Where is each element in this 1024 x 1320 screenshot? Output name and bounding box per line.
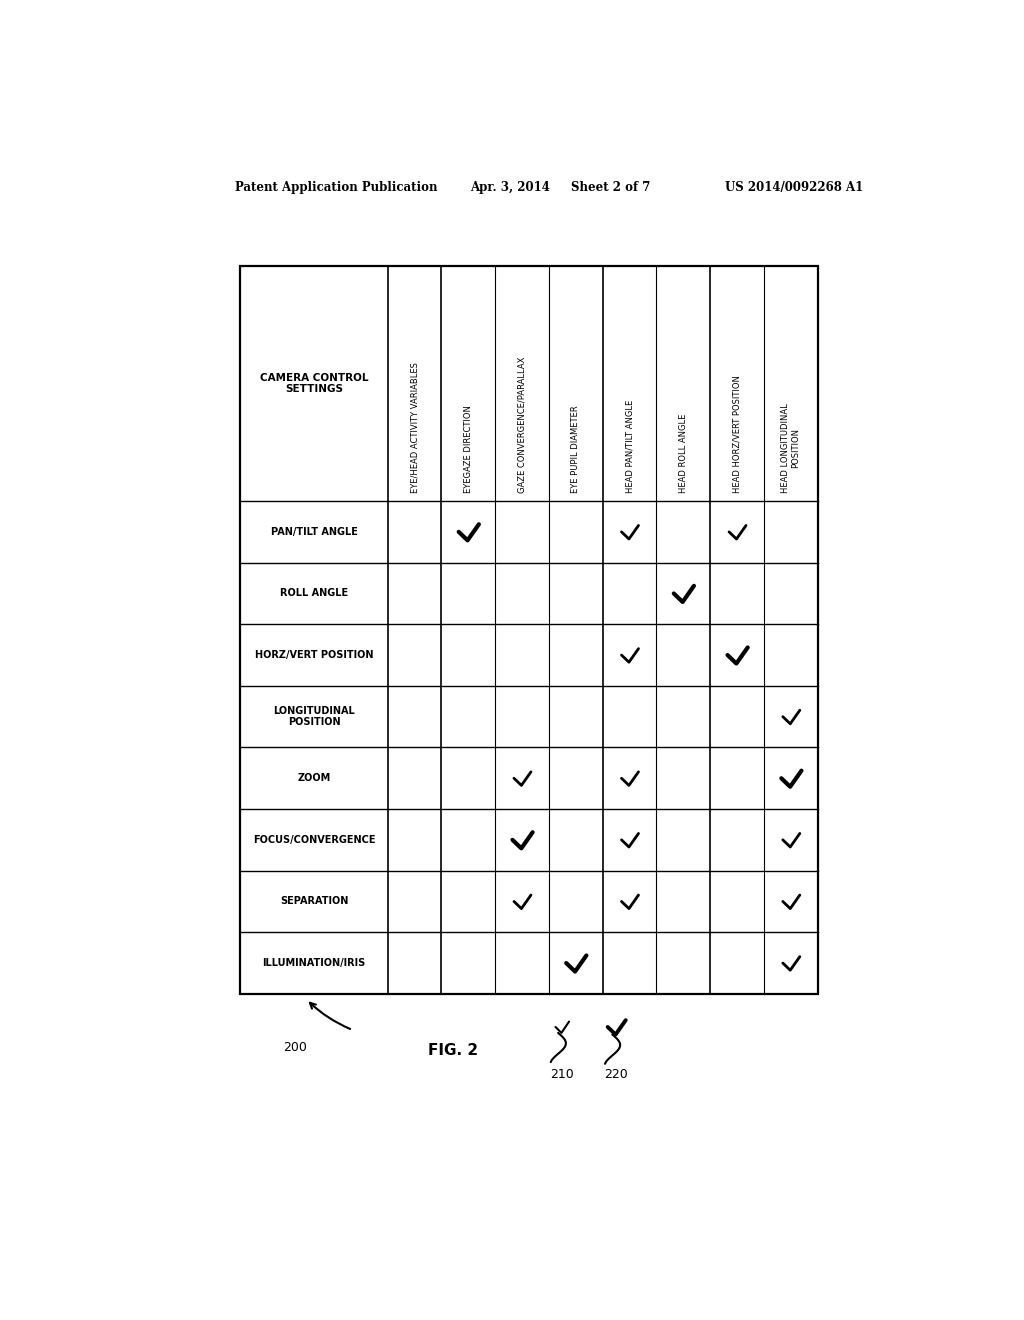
Text: PAN/TILT ANGLE: PAN/TILT ANGLE bbox=[270, 527, 357, 537]
Text: HEAD HORZ/VERT POSITION: HEAD HORZ/VERT POSITION bbox=[732, 375, 741, 494]
Text: GAZE CONVERGENCE/PARALLAX: GAZE CONVERGENCE/PARALLAX bbox=[517, 356, 526, 494]
Text: EYE PUPIL DIAMETER: EYE PUPIL DIAMETER bbox=[571, 405, 581, 494]
Text: Patent Application Publication: Patent Application Publication bbox=[234, 181, 437, 194]
Text: EYEGAZE DIRECTION: EYEGAZE DIRECTION bbox=[464, 405, 473, 494]
Text: ROLL ANGLE: ROLL ANGLE bbox=[280, 589, 348, 598]
Text: CAMERA CONTROL
SETTINGS: CAMERA CONTROL SETTINGS bbox=[260, 372, 369, 395]
Text: ZOOM: ZOOM bbox=[297, 774, 331, 783]
Text: 200: 200 bbox=[283, 1041, 306, 1055]
Text: SEPARATION: SEPARATION bbox=[280, 896, 348, 907]
Text: HEAD PAN/TILT ANGLE: HEAD PAN/TILT ANGLE bbox=[625, 400, 634, 494]
Text: Apr. 3, 2014: Apr. 3, 2014 bbox=[471, 181, 551, 194]
Text: 220: 220 bbox=[604, 1068, 628, 1081]
Text: LONGITUDINAL
POSITION: LONGITUDINAL POSITION bbox=[273, 706, 355, 727]
Text: US 2014/0092268 A1: US 2014/0092268 A1 bbox=[725, 181, 863, 194]
Bar bbox=[241, 267, 818, 994]
Text: FIG. 2: FIG. 2 bbox=[428, 1043, 478, 1057]
Text: HORZ/VERT POSITION: HORZ/VERT POSITION bbox=[255, 649, 374, 660]
Text: Sheet 2 of 7: Sheet 2 of 7 bbox=[571, 181, 650, 194]
Text: HEAD ROLL ANGLE: HEAD ROLL ANGLE bbox=[679, 414, 688, 494]
Text: ILLUMINATION/IRIS: ILLUMINATION/IRIS bbox=[262, 958, 366, 968]
Text: EYE/HEAD ACTIVITY VARIABLES: EYE/HEAD ACTIVITY VARIABLES bbox=[410, 363, 419, 494]
Text: 210: 210 bbox=[550, 1068, 573, 1081]
Text: FOCUS/CONVERGENCE: FOCUS/CONVERGENCE bbox=[253, 834, 375, 845]
Text: HEAD LONGITUDINAL
POSITION: HEAD LONGITUDINAL POSITION bbox=[781, 404, 801, 494]
